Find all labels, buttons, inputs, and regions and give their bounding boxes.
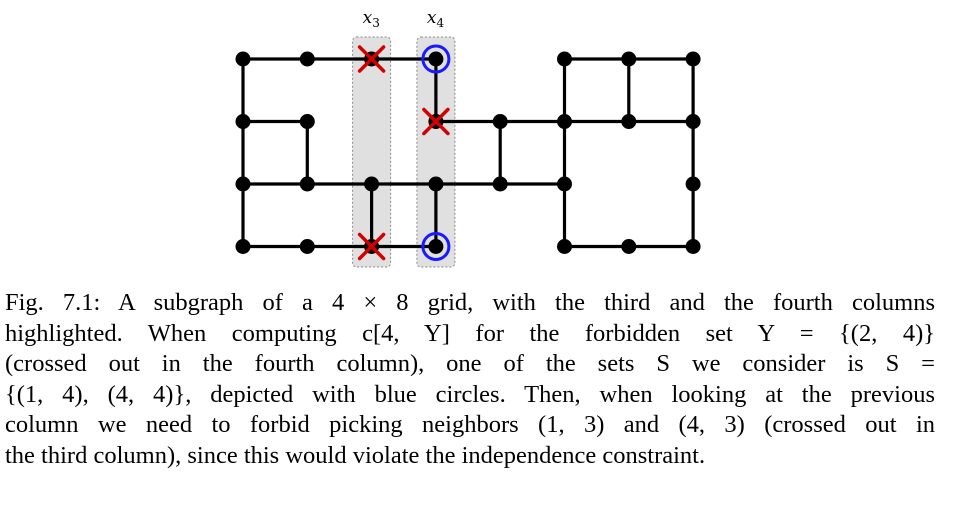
caption-line: column we need to forbid picking neighbo… <box>5 411 935 438</box>
vertex-3-6 <box>557 176 572 192</box>
vertex-4-1 <box>235 239 251 254</box>
vertex-markers <box>357 44 451 261</box>
vertex-2-8 <box>685 114 701 129</box>
vertex-2-1 <box>235 114 251 129</box>
cross-stroke <box>357 232 386 261</box>
vertex-4-4 <box>428 239 444 254</box>
column-highlights <box>352 36 456 268</box>
vertex-2-7 <box>621 114 637 129</box>
vertex-3-8 <box>685 176 701 192</box>
vertex-3-3 <box>364 176 380 192</box>
vertex-3-5 <box>492 176 508 192</box>
forbidden-cross-marker <box>357 232 386 261</box>
vertex-1-6 <box>557 51 572 67</box>
vertex-4-6 <box>557 239 572 254</box>
caption-line: highlighted. When computing c[4, Y] for … <box>5 319 935 347</box>
caption-line: (crossed out in the fourth column), one … <box>5 350 935 377</box>
vertex-1-4 <box>428 51 444 67</box>
vertex-4-8 <box>685 239 701 254</box>
column-label-x4: x4 <box>427 8 445 30</box>
vertex-3-1 <box>235 176 251 192</box>
caption-line: the third column), since this would viol… <box>5 441 706 469</box>
forbidden-cross-marker <box>357 45 386 73</box>
figure-caption: Fig. 7.1: A subgraph of a 4 × 8 grid, wi… <box>5 288 935 471</box>
vertex-2-6 <box>557 114 572 129</box>
forbidden-cross-marker <box>422 107 450 136</box>
grid-vertices <box>235 51 701 254</box>
column-highlight-3 <box>352 36 392 268</box>
vertex-3-4 <box>428 176 444 192</box>
column-labels: x3 x4 <box>363 8 445 30</box>
caption-line: {(1, 4), (4, 4)}, depicted with blue cir… <box>5 380 935 408</box>
vertex-1-8 <box>685 51 701 67</box>
vertex-2-5 <box>492 114 508 129</box>
vertex-2-2 <box>299 114 315 129</box>
grid-figure: x3 x4 <box>235 8 701 268</box>
grid-edges <box>241 57 695 249</box>
cross-stroke <box>422 107 450 136</box>
selected-circle-marker <box>421 232 451 261</box>
vertex-1-1 <box>235 51 251 67</box>
column-highlight-4 <box>416 36 456 268</box>
caption-line: Fig. 7.1: A subgraph of a 4 × 8 grid, wi… <box>5 289 935 316</box>
vertex-1-7 <box>621 51 637 67</box>
vertex-1-2 <box>299 51 315 67</box>
vertex-4-7 <box>621 239 637 254</box>
column-label-x3: x3 <box>363 8 380 30</box>
vertex-4-2 <box>299 239 315 254</box>
vertex-3-2 <box>299 176 315 192</box>
cross-stroke <box>357 45 386 73</box>
selected-circle-marker <box>421 44 451 74</box>
